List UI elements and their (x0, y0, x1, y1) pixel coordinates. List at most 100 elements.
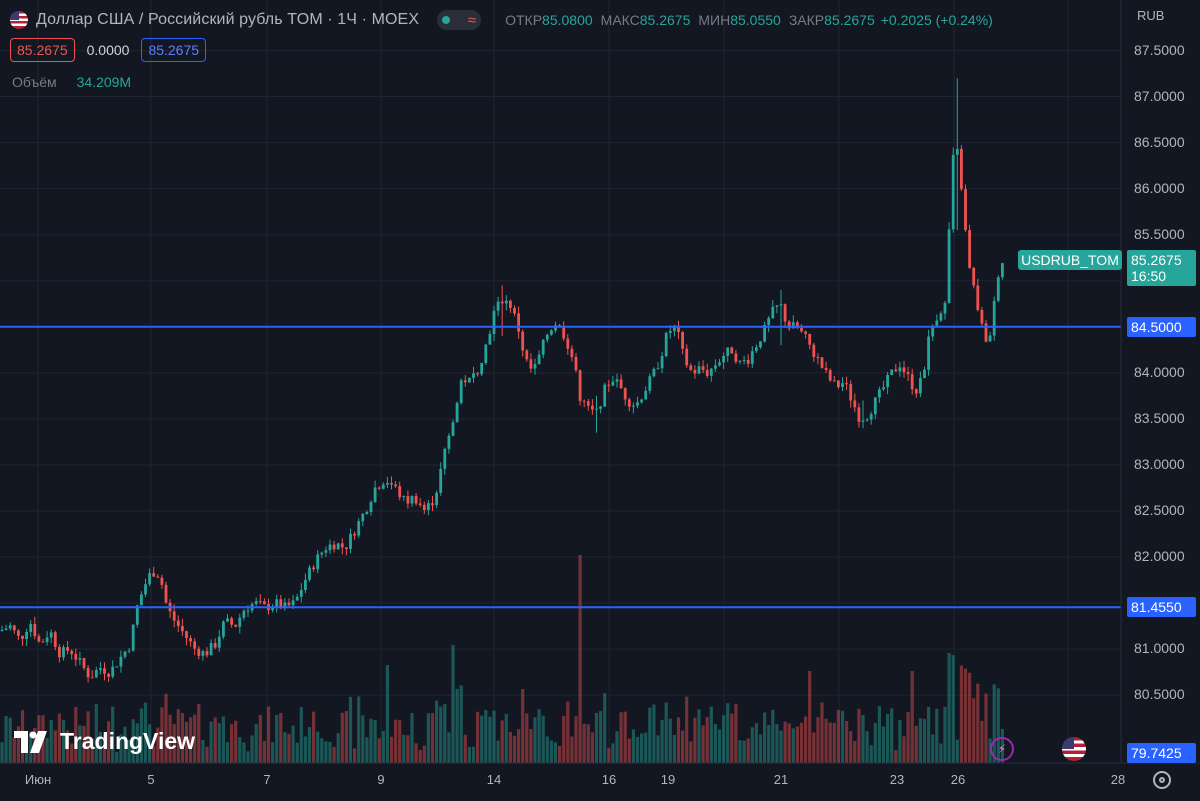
candle-body (414, 496, 418, 504)
level-price-tag: 84.5000 (1127, 316, 1196, 337)
volume-bar (189, 717, 193, 763)
volume-bar (779, 730, 783, 763)
open-label: ОТКР (505, 12, 543, 28)
volume-bar (480, 715, 484, 763)
volume-bar (193, 714, 197, 763)
candle-body (217, 636, 221, 648)
currency-selector[interactable]: RUB (1137, 8, 1165, 23)
candle-body (750, 351, 754, 364)
candle-body (86, 667, 90, 678)
candle-body (365, 512, 369, 514)
volume-bar (439, 706, 443, 763)
candle-body (919, 378, 922, 394)
volume-bar (156, 727, 160, 763)
volume-bar (414, 743, 418, 763)
volume-bar (353, 748, 357, 763)
candle-body (787, 321, 791, 329)
symbol-title[interactable]: Доллар США / Российский рубль TOM · 1Ч ·… (36, 11, 420, 28)
candle-body (677, 325, 680, 333)
candle-body (271, 606, 274, 611)
volume-bar (861, 715, 865, 763)
volume-bar (57, 713, 61, 763)
candle-body (685, 348, 689, 366)
candle-body (537, 354, 541, 365)
candle-body (336, 543, 340, 550)
candle-body (636, 402, 639, 406)
candle-body (504, 300, 508, 304)
volume-bar (963, 668, 968, 763)
volume-bar (734, 704, 738, 763)
market-status-pill[interactable]: ≈ (437, 10, 482, 30)
candle-body (500, 301, 504, 304)
us-flag-event-icon[interactable] (1062, 737, 1086, 761)
volume-bar (66, 730, 70, 763)
change-value: +0.2025 (+0.24%) (880, 12, 993, 28)
volume-bar (139, 708, 143, 763)
time-tick-label: 9 (377, 772, 385, 787)
volume-bar (713, 723, 717, 763)
time-tick-label: Июн (24, 772, 52, 787)
candle-body (41, 641, 45, 643)
volume-bar (238, 737, 242, 763)
candle-body (222, 621, 225, 637)
candle-body (857, 407, 861, 422)
candle-body (160, 577, 164, 585)
volume-bar (209, 721, 213, 763)
volume-bar (594, 712, 599, 763)
volume-bar (234, 720, 238, 763)
candle-body (209, 643, 213, 656)
candle-body (578, 370, 582, 401)
candle-body (242, 610, 246, 618)
candle-body (873, 397, 877, 415)
candle-body (246, 610, 250, 612)
candle-body (66, 647, 69, 651)
candle-body (447, 435, 451, 449)
candle-body (324, 550, 328, 553)
volume-bar (984, 693, 988, 763)
candle-body (164, 584, 168, 603)
gear-icon[interactable] (1153, 771, 1171, 789)
candle-body (119, 656, 123, 667)
candle-body (927, 336, 930, 370)
volume-bar (758, 734, 763, 763)
volume-bar (931, 734, 935, 763)
volume-bar (53, 730, 57, 763)
buy-price-button[interactable]: 85.2675 (141, 38, 207, 62)
candle-body (361, 513, 365, 522)
candle-body (837, 380, 840, 387)
volume-bar (648, 707, 652, 763)
candle-body (197, 648, 201, 656)
trade-price-boxes: 85.2675 0.0000 85.2675 (10, 38, 207, 62)
volume-bar (898, 720, 902, 763)
candle-body (964, 189, 967, 231)
candle-body (804, 331, 807, 334)
volume-bar (836, 710, 840, 763)
close-label: ЗАКР (788, 12, 825, 28)
volume-bar (115, 751, 119, 763)
time-tick-label: 23 (889, 772, 905, 787)
volume-bar (242, 742, 246, 763)
volume-bar (328, 741, 332, 763)
volume-bar (943, 706, 947, 763)
lightning-bolt-icon[interactable]: ⚡ (990, 737, 1014, 761)
sell-price-button[interactable]: 85.2675 (10, 38, 75, 62)
volume-bar (324, 741, 328, 763)
volume-bar (111, 706, 115, 763)
volume-bar (668, 718, 672, 763)
candle-body (742, 359, 746, 361)
candle-body (701, 366, 705, 370)
volume-bar (828, 722, 832, 763)
candle-body (558, 325, 561, 327)
candle-body (193, 641, 197, 649)
price-tick-label: 86.0000 (1134, 179, 1185, 196)
candle-body (755, 347, 758, 352)
candle-body (234, 624, 238, 627)
candle-body (123, 651, 127, 657)
volume-bar (726, 703, 730, 763)
candle-body (0, 629, 4, 631)
volume-bar (623, 711, 627, 763)
price-tick-label: 82.0000 (1134, 548, 1185, 565)
candle-body (492, 310, 496, 335)
volume-bar (435, 700, 439, 763)
